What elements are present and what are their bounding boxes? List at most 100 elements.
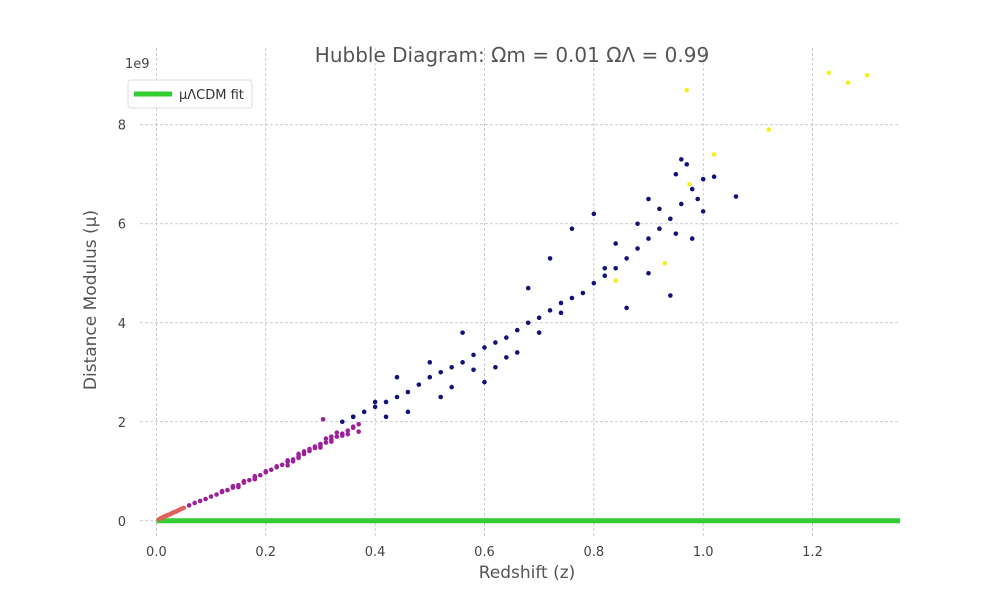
data-point	[613, 265, 618, 271]
data-point	[394, 394, 400, 400]
data-point	[268, 467, 274, 473]
data-point	[558, 310, 564, 316]
data-point	[678, 157, 684, 162]
data-point	[471, 367, 476, 373]
data-point	[372, 404, 378, 410]
data-point	[257, 472, 263, 478]
data-point	[252, 473, 258, 479]
legend-fit-label: μΛCDM fit	[179, 88, 244, 103]
x-axis-ticks: 0.0 0.2 0.4 0.6 0.8 1.0 1.2	[146, 545, 823, 560]
x-tick-label: 0.0	[146, 545, 167, 560]
data-point	[285, 463, 290, 468]
data-point	[318, 445, 323, 450]
data-point	[536, 330, 542, 335]
data-point	[602, 273, 608, 279]
data-point	[334, 430, 340, 435]
data-point	[635, 221, 640, 227]
data-point	[329, 439, 334, 444]
data-point	[340, 433, 345, 438]
data-point	[405, 409, 411, 415]
data-point	[547, 256, 553, 261]
data-point	[350, 424, 356, 430]
data-points	[156, 70, 870, 522]
data-point	[525, 320, 531, 326]
data-point	[668, 216, 673, 222]
data-point	[186, 503, 192, 508]
data-point	[197, 498, 203, 504]
data-point	[613, 278, 618, 283]
y-axis-ticks: 0 2 4 6 8	[118, 119, 126, 530]
data-point	[482, 345, 487, 350]
data-point	[323, 440, 329, 445]
data-point	[766, 127, 772, 132]
data-point	[312, 444, 318, 449]
grid	[140, 48, 900, 538]
data-point	[514, 327, 520, 333]
data-point	[230, 483, 236, 489]
data-point	[684, 87, 690, 93]
legend: μΛCDM fit	[127, 79, 253, 109]
data-point	[646, 196, 651, 202]
data-point	[285, 458, 290, 463]
data-point	[673, 171, 679, 177]
x-tick-label: 0.6	[474, 545, 495, 560]
data-point	[181, 505, 187, 511]
y-axis-multiplier: 1e9	[125, 57, 150, 72]
data-point	[460, 360, 465, 365]
data-point	[687, 181, 692, 187]
x-axis-label: Redshift (z)	[479, 563, 576, 583]
chart-title: Hubble Diagram: Ωm = 0.01 ΩΛ = 0.99	[315, 43, 709, 67]
data-point	[449, 384, 454, 390]
data-point	[372, 399, 378, 405]
data-point	[493, 340, 498, 345]
data-point	[334, 434, 340, 439]
data-point	[700, 176, 706, 182]
data-point	[405, 389, 411, 395]
data-point	[646, 270, 651, 276]
data-point	[569, 226, 575, 231]
data-point	[301, 449, 307, 454]
y-tick-label: 8	[118, 119, 126, 134]
y-tick-label: 0	[118, 515, 126, 530]
data-point	[662, 261, 668, 266]
x-tick-label: 1.0	[693, 545, 714, 560]
data-point	[657, 206, 662, 212]
data-point	[263, 468, 269, 474]
data-point	[624, 256, 629, 261]
data-point	[361, 409, 367, 415]
data-point	[296, 455, 301, 461]
data-point	[646, 236, 651, 241]
data-point	[613, 241, 618, 246]
data-point	[247, 477, 252, 483]
data-point	[296, 451, 301, 457]
data-point	[383, 399, 389, 405]
y-tick-label: 2	[118, 416, 126, 431]
data-point	[345, 428, 351, 433]
data-point	[657, 226, 662, 231]
data-point	[591, 280, 597, 286]
data-point	[635, 246, 640, 251]
data-point	[307, 446, 312, 452]
data-point	[525, 285, 531, 291]
data-point	[569, 295, 575, 301]
data-point	[323, 436, 329, 441]
data-point	[504, 335, 509, 340]
data-point	[580, 290, 586, 296]
data-point	[225, 487, 230, 493]
data-point	[547, 308, 553, 313]
data-point	[318, 441, 323, 447]
data-point	[236, 484, 241, 490]
data-point	[471, 352, 476, 358]
data-point	[536, 315, 542, 321]
x-tick-label: 0.4	[365, 545, 386, 560]
data-point	[192, 500, 197, 506]
data-point	[427, 374, 433, 380]
data-point	[340, 419, 345, 425]
data-point	[684, 162, 690, 167]
data-point	[427, 360, 433, 365]
data-point	[416, 382, 422, 387]
data-point	[673, 231, 679, 236]
data-point	[826, 70, 832, 76]
data-point	[219, 488, 225, 494]
data-point	[329, 434, 334, 439]
